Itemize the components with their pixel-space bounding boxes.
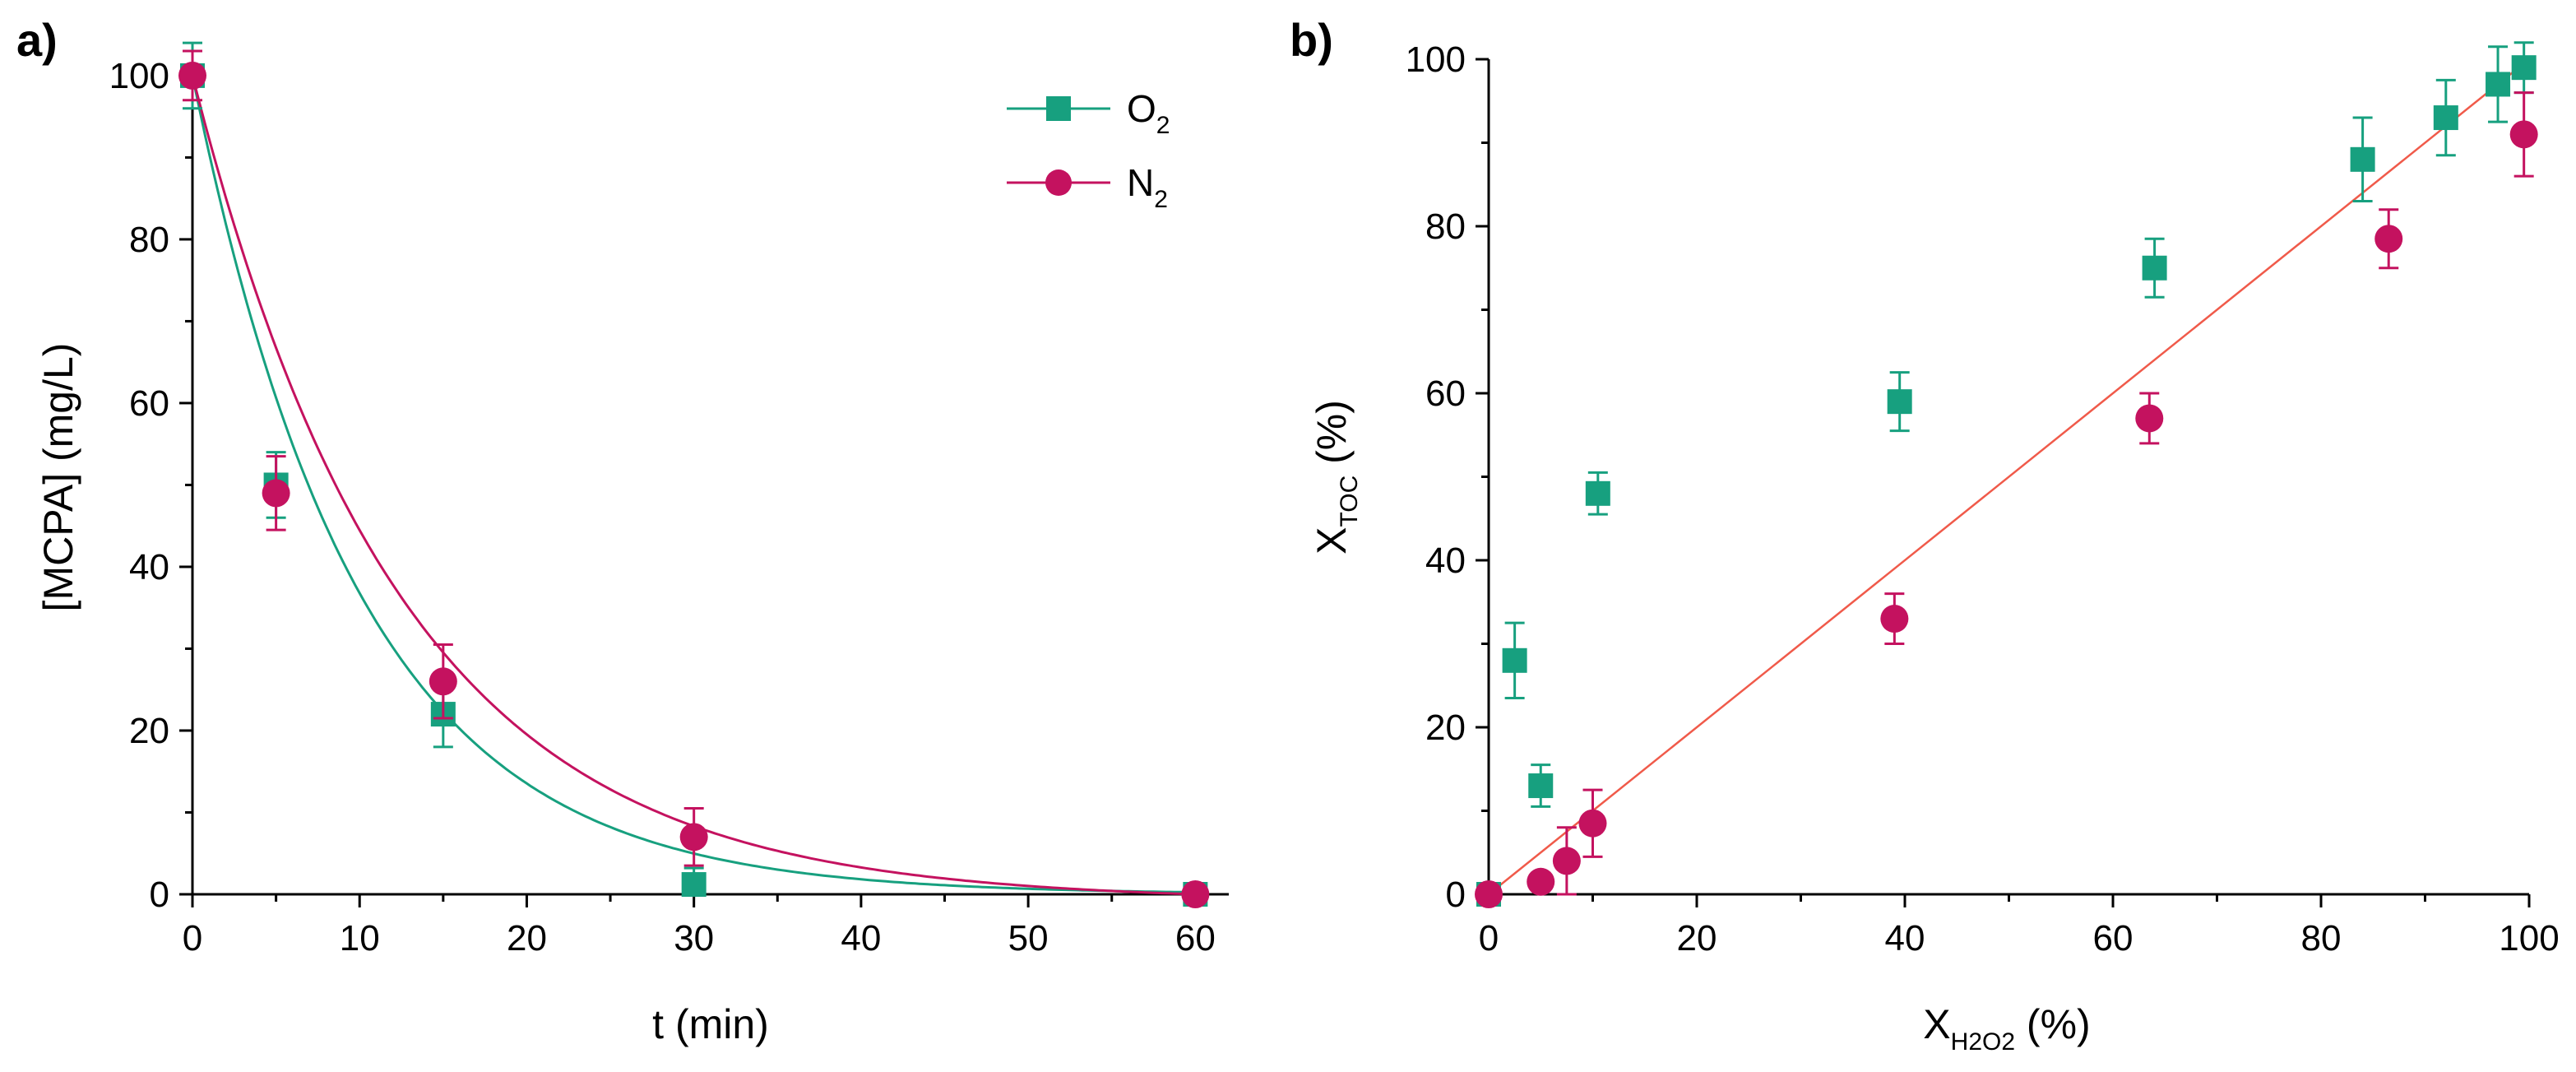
- data-point-n2: [1181, 880, 1210, 908]
- legend-n2-label: N2: [1127, 161, 1168, 213]
- legend-o2-label: O2: [1127, 87, 1170, 139]
- panel-a-x-tick-label: 20: [507, 918, 547, 958]
- panel-b-x-axis-title-main: X: [1923, 1001, 1950, 1047]
- panel-b-x-tick-label: 40: [1885, 918, 1925, 958]
- legend-o2-marker: [1046, 96, 1071, 121]
- panel-a-data-points: [178, 41, 1210, 908]
- data-point-o2: [2142, 255, 2167, 281]
- panel-a-x-tick-label: 60: [1175, 918, 1216, 958]
- panel-a-y-tick-label: 100: [109, 56, 169, 96]
- data-point-n2: [2374, 225, 2403, 253]
- panel-a-x-tick-label: 0: [183, 918, 202, 958]
- data-point-o2: [2350, 146, 2375, 172]
- data-point-n2: [1552, 847, 1581, 875]
- data-point-n2: [1527, 867, 1555, 896]
- data-point-n2: [1880, 605, 1909, 633]
- panel-b-x-tick-label: 0: [1479, 918, 1499, 958]
- panel-a-x-tick-label: 30: [674, 918, 714, 958]
- fit-curve-o2: [191, 75, 1196, 893]
- panel-a-y-tick-label: 20: [129, 711, 169, 751]
- panel-a-legend: O2 N2: [1007, 87, 1170, 213]
- data-point-o2: [2511, 55, 2537, 81]
- panel-b-y-axis-title: XTOC (%): [1309, 400, 1363, 555]
- data-point-o2: [2486, 72, 2511, 97]
- panel-b-y-tick-label: 0: [1446, 875, 1466, 915]
- data-point-o2: [681, 872, 707, 898]
- panel-a: a) 0 10 20 30 40 50 60 0 20 40 60 80 100 t (min) [MC…: [16, 14, 1229, 1047]
- panel-b-x-tick-label: 60: [2093, 918, 2134, 958]
- data-point-o2: [2433, 105, 2458, 131]
- panel-a-y-axis-title: [MCPA] (mg/L): [35, 343, 81, 612]
- panel-b-fit-line: [1488, 58, 2530, 895]
- panel-b-y-tick-label: 100: [1406, 39, 1466, 80]
- data-point-n2: [429, 667, 457, 696]
- panel-b-x-tick-label: 80: [2301, 918, 2342, 958]
- panel-b-x-tick-label: 20: [1677, 918, 1717, 958]
- legend-n2-marker: [1045, 169, 1072, 196]
- panel-a-ticks: 0 10 20 30 40 50 60 0 20 40 60 80 100: [109, 56, 1216, 958]
- data-point-n2: [178, 61, 206, 90]
- panel-a-y-tick-label: 80: [129, 220, 169, 260]
- legend-o2-label-main: O: [1127, 87, 1156, 130]
- linear-fit-line: [1488, 58, 2530, 895]
- legend-n2-label-sub: 2: [1154, 186, 1168, 213]
- panel-a-x-tick-label: 50: [1008, 918, 1049, 958]
- data-point-n2: [679, 823, 708, 852]
- data-point-n2: [1578, 809, 1607, 838]
- panel-a-y-tick-label: 60: [129, 383, 169, 424]
- panel-b-y-tick-label: 80: [1425, 207, 1466, 247]
- panel-a-x-tick-label: 40: [841, 918, 881, 958]
- data-point-n2: [1475, 880, 1503, 908]
- panel-a-label: a): [16, 14, 58, 66]
- panel-b-y-tick-label: 40: [1425, 541, 1466, 581]
- legend-n2-label-main: N: [1127, 161, 1154, 204]
- panel-b-label: b): [1290, 14, 1333, 66]
- panel-b-x-axis-title: XH2O2 (%): [1923, 1001, 2090, 1056]
- data-point-o2: [1887, 389, 1912, 415]
- panel-a-fit-curves: [191, 75, 1196, 896]
- panel-b-y-tick-label: 60: [1425, 374, 1466, 414]
- panel-b-x-axis-title-unit: (%): [2015, 1001, 2091, 1047]
- panel-a-x-axis-title: t (min): [652, 1001, 769, 1047]
- panel-a-y-tick-label: 0: [150, 875, 169, 915]
- data-point-o2: [1528, 773, 1554, 799]
- panel-a-y-tick-label: 40: [129, 547, 169, 587]
- panel-b-y-axis-title-sub: TOC: [1336, 476, 1363, 527]
- panel-b-data-points: [1475, 41, 2538, 908]
- panel-b-y-tick-label: 20: [1425, 708, 1466, 748]
- panel-b-y-axis-title-main: X: [1309, 527, 1355, 555]
- data-point-n2: [2135, 404, 2164, 433]
- panel-b-y-axis-title-unit: (%): [1309, 400, 1355, 476]
- panel-b-x-axis-title-sub: H2O2: [1951, 1028, 2015, 1056]
- panel-a-x-tick-label: 10: [340, 918, 380, 958]
- data-point-n2: [262, 479, 290, 508]
- legend-o2-label-sub: 2: [1156, 112, 1170, 139]
- data-point-n2: [2509, 120, 2538, 149]
- data-point-o2: [1502, 647, 1527, 673]
- data-point-o2: [1585, 480, 1610, 506]
- panel-b-x-tick-label: 100: [2499, 918, 2559, 958]
- fit-curve-n2: [191, 75, 1196, 896]
